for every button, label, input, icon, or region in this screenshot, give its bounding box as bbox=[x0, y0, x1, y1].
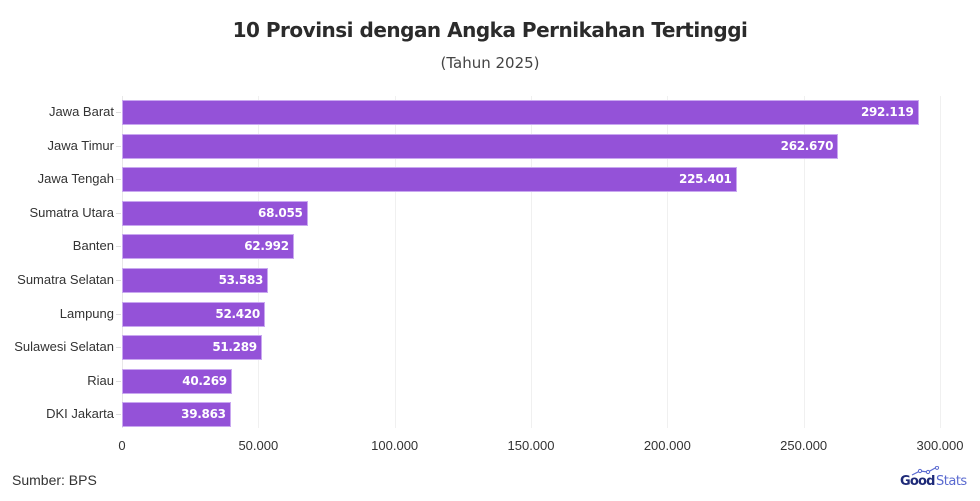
x-tick-label: 250.000 bbox=[780, 438, 828, 453]
logo-stats-text: Stats bbox=[936, 474, 967, 489]
bar[interactable]: 262.670 bbox=[122, 133, 839, 159]
bar[interactable]: 53.583 bbox=[122, 268, 269, 293]
trend-line-icon bbox=[911, 466, 940, 476]
bar[interactable]: 225.401 bbox=[122, 167, 737, 193]
y-tick-mark bbox=[116, 347, 121, 349]
bar[interactable]: 39.863 bbox=[122, 402, 231, 428]
source-note: Sumber: BPS bbox=[12, 472, 97, 488]
y-tick-mark bbox=[116, 414, 121, 416]
chart-title: 10 Provinsi dengan Angka Pernikahan Tert… bbox=[232, 18, 748, 42]
gridline bbox=[531, 96, 532, 428]
logo-good-text: Good bbox=[900, 474, 935, 489]
bar-value-label: 262.670 bbox=[780, 138, 834, 153]
category-label: Jawa Barat bbox=[48, 104, 114, 119]
bar[interactable]: 40.269 bbox=[122, 368, 232, 394]
y-tick-mark bbox=[116, 380, 121, 382]
y-axis-line bbox=[122, 96, 123, 428]
y-tick-mark bbox=[116, 112, 121, 113]
bar-value-label: 292.119 bbox=[860, 105, 914, 119]
bar-value-label: 68.055 bbox=[258, 205, 303, 220]
y-tick-mark bbox=[116, 246, 121, 248]
x-tick-label: 50.000 bbox=[238, 438, 279, 453]
category-label: Sumatra Selatan bbox=[17, 272, 114, 287]
plot-area: Jawa Barat 292.119 Jawa Timur 262.670 Jawa T… bbox=[14, 96, 941, 428]
category-label: Jawa Tengah bbox=[37, 171, 114, 187]
gridline bbox=[258, 96, 260, 428]
bar-value-label: 62.992 bbox=[244, 239, 289, 254]
bar[interactable]: 51.289 bbox=[122, 335, 262, 361]
bar[interactable]: 52.420 bbox=[122, 301, 265, 327]
bar-value-label: 40.269 bbox=[182, 373, 227, 388]
y-tick-mark bbox=[116, 212, 121, 214]
x-tick-label: 200.000 bbox=[643, 438, 691, 453]
bar-value-label: 39.863 bbox=[181, 407, 226, 422]
bar-value-label: 53.583 bbox=[218, 273, 264, 287]
y-tick-mark bbox=[116, 313, 121, 315]
x-tick-label: 0 bbox=[118, 438, 126, 453]
bar[interactable]: 68.055 bbox=[122, 200, 308, 226]
category-label: Lampung bbox=[59, 305, 114, 321]
bar-value-label: 52.420 bbox=[215, 306, 260, 321]
category-label: Sumatra Utara bbox=[29, 204, 114, 220]
x-tick-label: 100.000 bbox=[371, 438, 419, 453]
category-label: DKI Jakarta bbox=[46, 406, 114, 422]
gridline bbox=[667, 96, 669, 428]
category-label: Riau bbox=[87, 372, 114, 388]
y-tick-mark bbox=[116, 145, 121, 147]
category-label: Banten bbox=[72, 238, 114, 254]
bar[interactable]: 292.119 bbox=[122, 100, 919, 125]
chart-subtitle: (Tahun 2025) bbox=[440, 54, 540, 72]
category-label: Jawa Timur bbox=[47, 137, 114, 153]
y-tick-mark bbox=[116, 280, 121, 281]
gridline bbox=[394, 96, 396, 428]
bar-value-label: 225.401 bbox=[679, 172, 732, 187]
gridline bbox=[803, 96, 805, 428]
gridline bbox=[940, 96, 941, 428]
bar[interactable]: 62.992 bbox=[122, 234, 294, 260]
goodstats-logo: Good Stats bbox=[900, 466, 970, 492]
y-tick-mark bbox=[116, 179, 121, 181]
x-tick-label: 150.000 bbox=[507, 438, 555, 453]
bar-value-label: 51.289 bbox=[212, 340, 257, 355]
x-tick-label: 300.000 bbox=[916, 438, 964, 453]
category-label: Sulawesi Selatan bbox=[14, 339, 114, 355]
